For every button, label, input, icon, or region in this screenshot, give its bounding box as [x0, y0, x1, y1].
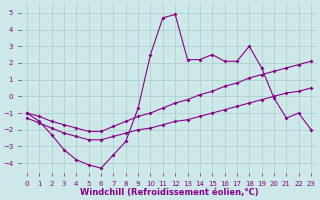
X-axis label: Windchill (Refroidissement éolien,°C): Windchill (Refroidissement éolien,°C) [80, 188, 258, 197]
